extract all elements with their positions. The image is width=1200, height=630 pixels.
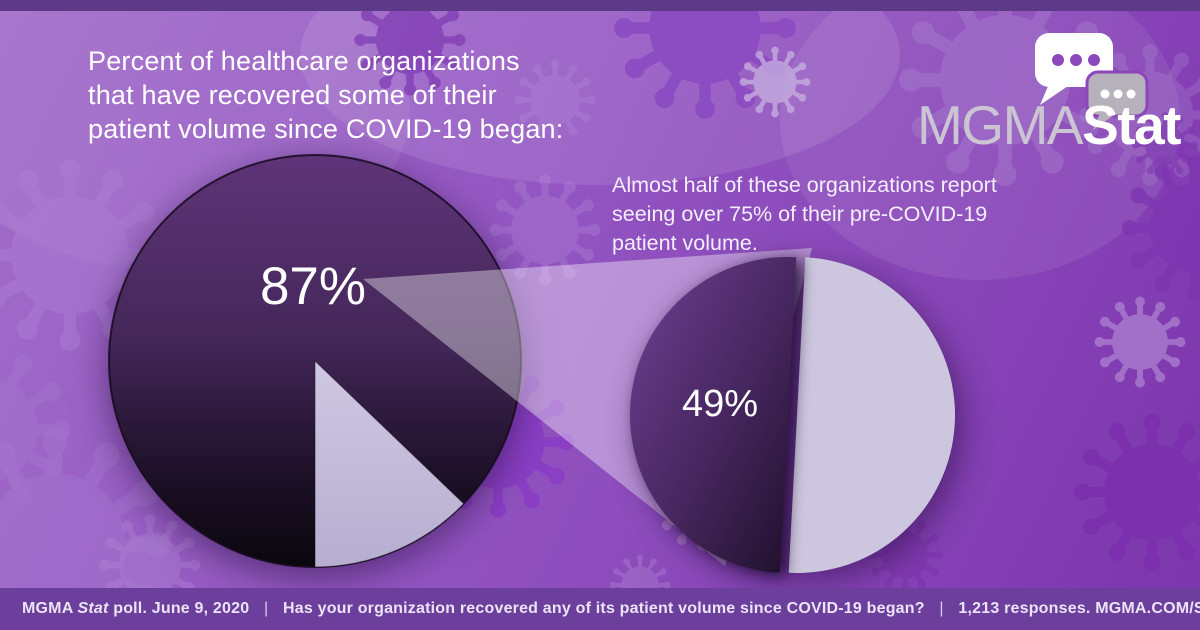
virus-icon: [1095, 297, 1186, 388]
footer-poll-date: poll. June 9, 2020: [113, 600, 250, 617]
mgma-stat-logo: MGMAStat: [890, 98, 1182, 153]
top-accent-strip: [0, 0, 1200, 11]
logo-mgma-text: MGMA: [916, 94, 1084, 156]
annotation-line-2: seeing over 75% of their pre-COVID-19: [612, 202, 988, 226]
headline-line-1: Percent of healthcare organizations: [88, 46, 520, 76]
speech-bubbles-icon: [1035, 33, 1149, 130]
footer-bar: MGMA Stat poll. June 9, 2020 | Has your …: [0, 588, 1200, 630]
annotation-line-3: patient volume.: [612, 231, 758, 255]
footer-question: Has your organization recovered any of i…: [283, 600, 925, 617]
footer-brand: MGMA: [22, 600, 73, 617]
headline-line-2: that have recovered some of their: [88, 80, 497, 110]
virus-icon: [1074, 414, 1200, 571]
footer-responses: 1,213 responses. MGMA.COM/STAT, #MGMASTA…: [958, 600, 1200, 617]
annotation-line-1: Almost half of these organizations repor…: [612, 173, 997, 197]
footer-brand-stat: Stat: [77, 600, 109, 617]
small-pie-slice-51: [788, 257, 956, 574]
large-pie-value-label: 87%: [259, 257, 367, 316]
footer-divider: |: [263, 600, 269, 617]
annotation-text: Almost half of these organizations repor…: [612, 171, 997, 258]
large-pie-wedge-13: [314, 359, 465, 568]
headline: Percent of healthcare organizations that…: [88, 44, 563, 146]
small-pie-value-label: 49%: [681, 383, 759, 425]
small-pie-slice-49: [629, 256, 797, 573]
small-pie-chart: [629, 256, 956, 574]
large-pie-chart: [108, 154, 522, 568]
footer-divider: |: [939, 600, 944, 617]
headline-line-3: patient volume since COVID-19 began:: [88, 114, 564, 144]
logo-stat-text: Stat: [1082, 94, 1181, 156]
